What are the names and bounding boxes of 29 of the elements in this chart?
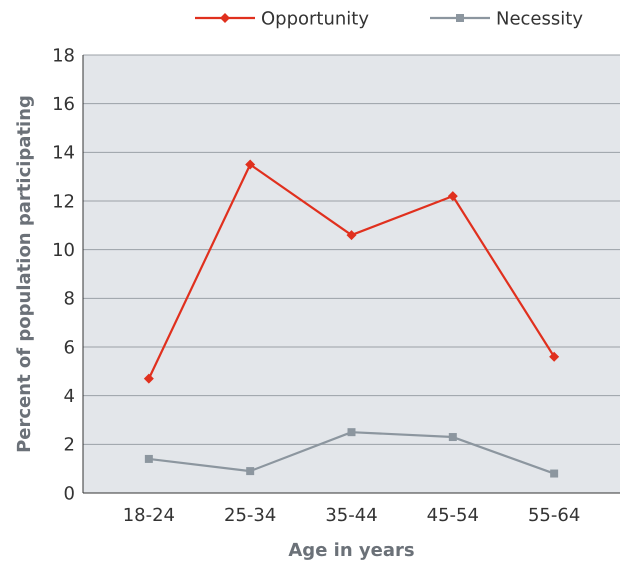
legend-label: Necessity bbox=[496, 8, 584, 30]
point bbox=[144, 454, 153, 463]
y-tick-label: 6 bbox=[64, 337, 75, 358]
point bbox=[245, 160, 256, 170]
y-tick-label: 12 bbox=[52, 191, 75, 212]
x-tick-label: 18-24 bbox=[122, 505, 176, 526]
y-tick-label: 8 bbox=[64, 288, 75, 310]
y-tick-label: 14 bbox=[52, 142, 75, 164]
point bbox=[246, 467, 254, 476]
point bbox=[549, 352, 560, 362]
y-axis-title: Percent of population participating bbox=[14, 95, 35, 453]
y-tick-label: 16 bbox=[52, 94, 75, 115]
point bbox=[346, 230, 356, 240]
point bbox=[550, 470, 558, 478]
x-tick-label: 25-34 bbox=[224, 505, 276, 526]
x-tick-label: 45-54 bbox=[426, 505, 479, 526]
point bbox=[144, 374, 154, 384]
point bbox=[448, 191, 458, 202]
x-axis-title: Age in years bbox=[288, 540, 415, 561]
y-tick-label: 2 bbox=[64, 434, 75, 456]
y-tick-label: 10 bbox=[52, 240, 75, 261]
x-tick-label: 35-44 bbox=[325, 505, 378, 526]
point bbox=[348, 428, 356, 436]
y-tick-label: 4 bbox=[64, 386, 75, 407]
y-tick-label: 0 bbox=[64, 483, 75, 504]
point bbox=[448, 433, 457, 442]
legend-label: Opportunity bbox=[261, 8, 370, 30]
y-tick-label: 18 bbox=[52, 45, 75, 66]
x-tick-label: 55-64 bbox=[528, 505, 580, 526]
